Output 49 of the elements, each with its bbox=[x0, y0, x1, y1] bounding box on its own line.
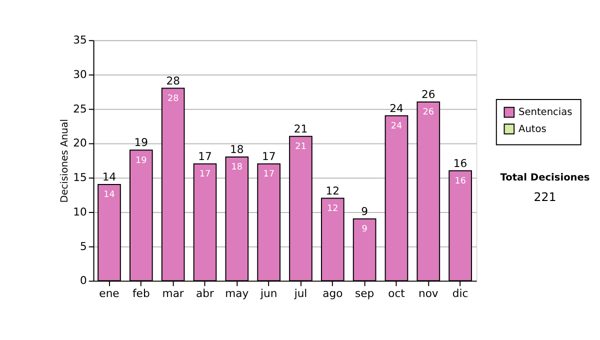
legend-label: Sentencias bbox=[518, 107, 572, 118]
total-label: 18 bbox=[230, 143, 244, 156]
total-label: 9 bbox=[361, 204, 368, 218]
total-label: 19 bbox=[134, 136, 148, 150]
x-tick-label: nov bbox=[418, 286, 439, 300]
y-tick-label: 5 bbox=[80, 240, 87, 253]
data-label: 26 bbox=[422, 108, 434, 118]
total-label: 16 bbox=[453, 156, 468, 170]
data-label: 19 bbox=[136, 156, 147, 166]
total-label: 12 bbox=[326, 184, 340, 198]
x-tick-label: jul bbox=[293, 286, 308, 300]
total-label: 14 bbox=[102, 170, 116, 184]
y-tick-label: 30 bbox=[73, 68, 88, 81]
total-label: 17 bbox=[262, 150, 276, 163]
data-label: 16 bbox=[454, 176, 466, 186]
total-label: 26 bbox=[422, 88, 436, 102]
total-label: 28 bbox=[166, 74, 180, 88]
data-label: 18 bbox=[231, 162, 243, 173]
x-tick-label: may bbox=[225, 286, 250, 300]
data-label: 24 bbox=[390, 121, 402, 132]
y-tick-label: 10 bbox=[73, 205, 88, 218]
legend-label: Autos bbox=[518, 124, 546, 135]
text: 221 bbox=[534, 190, 556, 204]
x-tick-label: ene bbox=[99, 286, 120, 300]
data-label: 12 bbox=[327, 204, 338, 214]
y-tick-label: 15 bbox=[73, 171, 87, 184]
total-label: 17 bbox=[198, 150, 212, 163]
x-tick-label: oct bbox=[388, 286, 405, 300]
data-label: 9 bbox=[362, 224, 368, 235]
y-tick-label: 0 bbox=[80, 274, 88, 288]
data-label: 17 bbox=[199, 170, 211, 180]
y-tick-label: 20 bbox=[73, 136, 88, 150]
y-axis-title: Decisiones Anual bbox=[59, 118, 70, 203]
x-tick-label: sep bbox=[355, 286, 374, 300]
text: Total Decisiones bbox=[500, 172, 590, 184]
x-tick-label: ago bbox=[322, 286, 344, 300]
x-tick-label: jun bbox=[259, 286, 278, 300]
total-label: 24 bbox=[390, 102, 404, 115]
data-label: 28 bbox=[167, 94, 180, 104]
x-tick-label: dic bbox=[452, 286, 468, 300]
data-label: 21 bbox=[295, 142, 306, 152]
x-tick-label: mar bbox=[162, 286, 184, 300]
x-tick-label: feb bbox=[132, 286, 150, 300]
y-tick-label: 35 bbox=[73, 34, 87, 47]
data-label: 14 bbox=[104, 190, 116, 200]
x-tick-label: abr bbox=[196, 286, 214, 300]
data-label: 17 bbox=[263, 170, 274, 180]
y-tick-label: 25 bbox=[73, 102, 87, 116]
total-label: 21 bbox=[294, 122, 308, 136]
